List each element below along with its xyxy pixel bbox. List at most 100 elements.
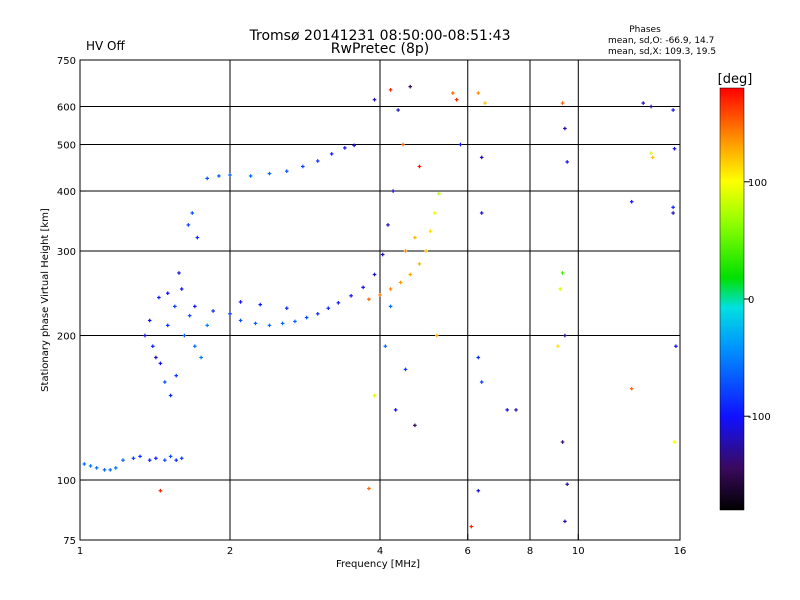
data-point (479, 380, 484, 384)
x-tick-label: 10 (572, 546, 585, 557)
data-point (186, 223, 191, 227)
data-point (195, 235, 200, 240)
y-tick-label: 750 (57, 56, 76, 67)
data-point (388, 88, 393, 92)
data-point (479, 155, 484, 160)
data-point (479, 211, 484, 215)
grid-lines (80, 60, 680, 540)
data-point (560, 101, 565, 105)
y-tick-label: 100 (57, 476, 76, 487)
x-tick-label: 2 (227, 546, 233, 557)
data-point (403, 367, 408, 372)
data-point (563, 126, 567, 131)
data-point (205, 323, 209, 328)
phases-mean-o: mean, sd,O: -66.9, 14.7 (608, 36, 714, 46)
data-point (434, 333, 439, 338)
data-point (165, 291, 170, 296)
colorbar-tick-label: -100 (748, 412, 771, 423)
data-point (403, 249, 408, 253)
data-point (391, 189, 395, 193)
x-tick-label: 6 (465, 546, 471, 557)
data-point (190, 211, 195, 215)
data-point (417, 262, 422, 266)
data-point (102, 468, 107, 472)
data-point (367, 297, 371, 302)
x-tick-label: 4 (377, 546, 383, 557)
data-point (151, 344, 155, 349)
y-tick-label: 75 (63, 536, 76, 547)
data-point (560, 440, 565, 444)
data-point (193, 344, 197, 349)
data-point (398, 280, 403, 285)
data-point (352, 143, 356, 148)
data-point (386, 223, 390, 227)
data-point (396, 108, 400, 112)
data-point (94, 466, 99, 470)
data-point (121, 458, 125, 462)
colorbar-ticks: 100 0 -100 (744, 178, 771, 423)
data-point (388, 287, 393, 291)
x-tick-label: 8 (527, 546, 533, 557)
data-point (672, 440, 677, 444)
data-point (424, 249, 428, 253)
data-point (163, 458, 167, 462)
y-tick-label: 400 (57, 187, 76, 198)
data-point (476, 91, 481, 95)
colorbar-tick-label: 100 (748, 178, 767, 189)
data-point (228, 311, 232, 316)
colorbar (719, 87, 745, 511)
data-point (336, 301, 341, 305)
data-point (349, 293, 353, 298)
data-point (174, 458, 179, 462)
data-point (157, 295, 161, 300)
data-point (168, 454, 173, 459)
colorbar-tick-label: 0 (748, 295, 754, 306)
data-point (284, 306, 289, 311)
data-point (280, 321, 285, 326)
data-point (380, 252, 385, 257)
data-point (454, 97, 459, 102)
data-point (393, 408, 398, 412)
data-point (469, 524, 474, 529)
data-point (147, 318, 152, 323)
data-point (372, 97, 377, 102)
data-point (560, 271, 565, 275)
data-point (672, 146, 677, 151)
data-point (649, 151, 653, 155)
data-point (88, 464, 93, 468)
data-point (650, 155, 655, 160)
data-point (563, 519, 567, 524)
data-point (174, 373, 179, 378)
data-point (293, 319, 297, 324)
x-axis-ticks: 1 2 4 6 8 10 16 (77, 534, 687, 557)
data-point (413, 235, 417, 240)
data-point (563, 333, 567, 338)
data-point (671, 205, 675, 210)
data-point (401, 142, 405, 147)
data-point (428, 229, 433, 233)
data-point (408, 272, 413, 277)
data-point (372, 393, 377, 398)
phases-title: Phases (629, 25, 661, 35)
data-point (301, 164, 305, 169)
x-tick-label: 16 (674, 546, 687, 557)
data-point (671, 211, 675, 215)
data-point (177, 271, 181, 275)
data-point (361, 285, 365, 290)
data-point (165, 323, 170, 328)
data-point (193, 304, 197, 309)
data-point (131, 456, 136, 461)
data-point (505, 408, 509, 412)
data-point (284, 169, 289, 173)
data-point (211, 309, 215, 313)
data-point (238, 318, 243, 323)
data-point (304, 315, 309, 320)
data-point (114, 466, 118, 470)
data-point (154, 456, 158, 461)
data-point (437, 191, 441, 196)
data-point (432, 211, 437, 215)
data-point (163, 380, 167, 384)
data-point (326, 306, 331, 311)
chart-title: Tromsø 20141231 08:50:00-08:51:43 (249, 28, 511, 44)
